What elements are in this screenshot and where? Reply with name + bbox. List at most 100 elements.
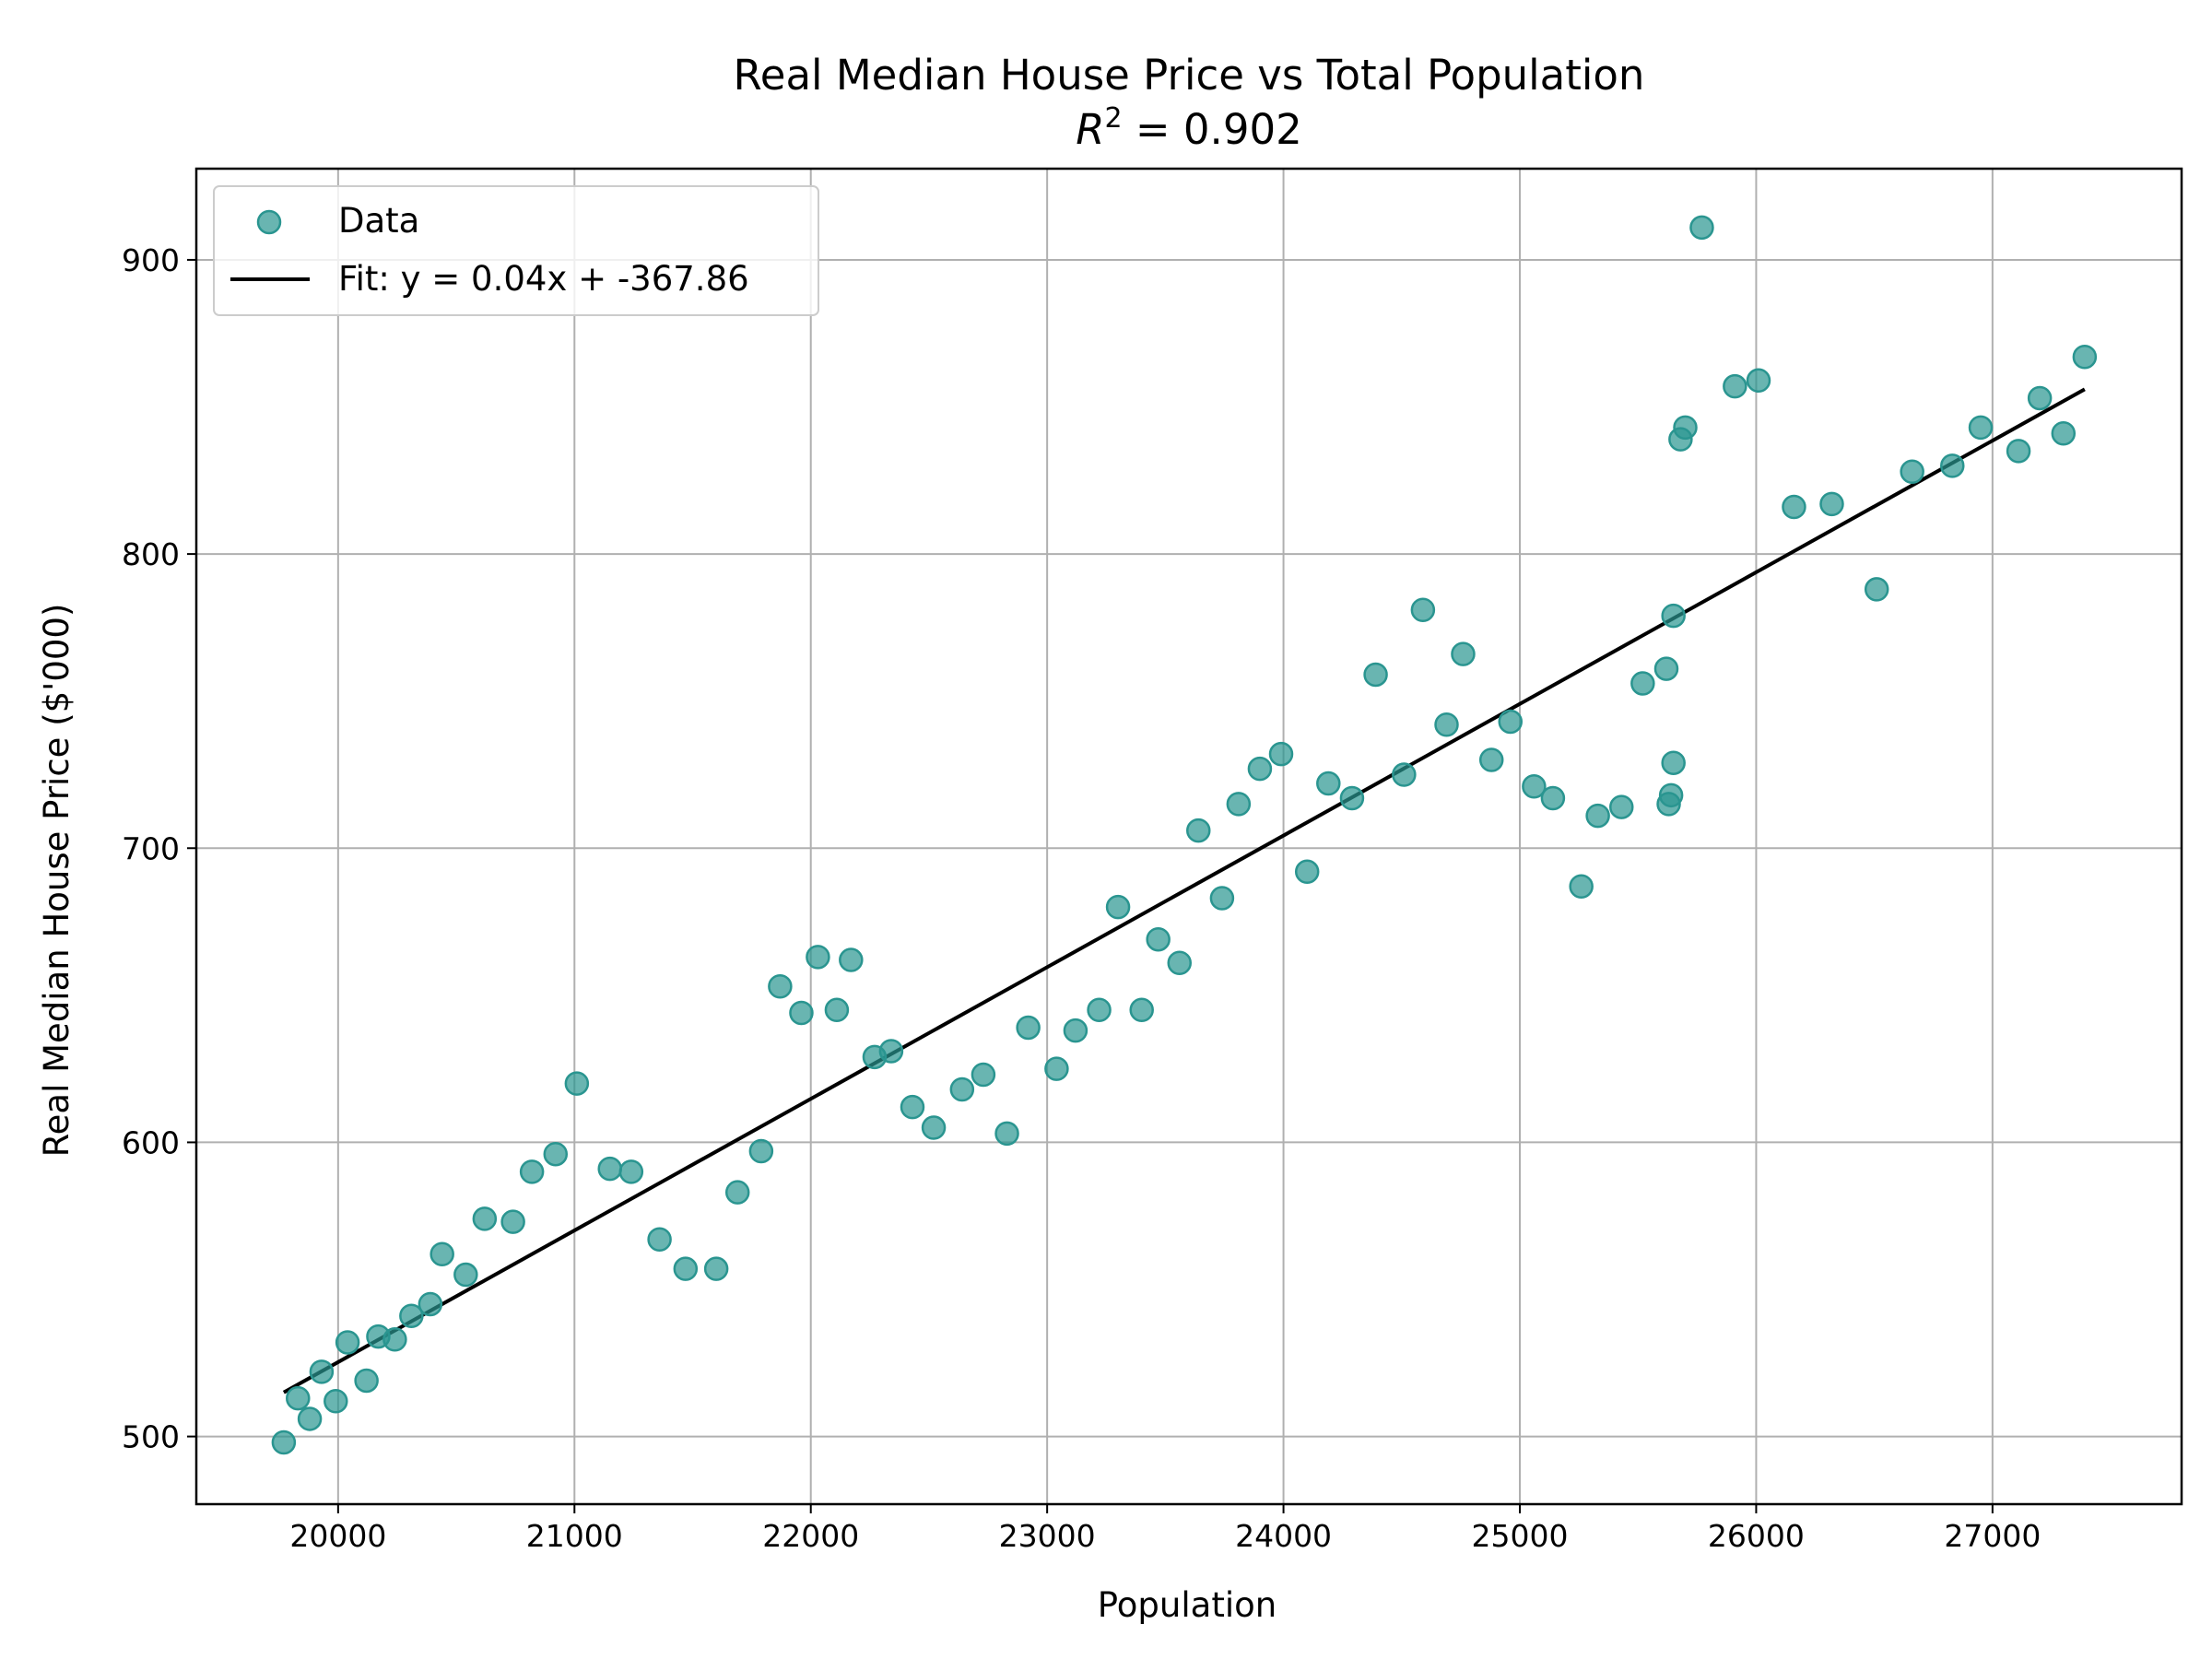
data-point: [921, 1115, 947, 1140]
data-point: [618, 1159, 644, 1184]
y-tick-label: 800: [122, 536, 180, 572]
data-point: [309, 1359, 335, 1384]
data-point: [1782, 494, 1806, 520]
data-point: [472, 1206, 498, 1231]
data-point: [399, 1303, 424, 1328]
data-point: [1339, 785, 1365, 811]
data-point: [1900, 459, 1924, 484]
data-point: [2006, 439, 2031, 464]
data-point: [768, 974, 793, 999]
data-point: [1609, 794, 1634, 819]
data-point: [2027, 385, 2053, 411]
data-point: [1940, 453, 1965, 478]
data-point: [1658, 782, 1684, 808]
x-tick-label: 27000: [1944, 1518, 2041, 1554]
x-tick-label: 26000: [1708, 1518, 1805, 1554]
data-point: [297, 1406, 323, 1431]
data-point: [429, 1241, 454, 1266]
data-point: [382, 1327, 407, 1352]
axis-ticks: 20000 21000 22000 23000 24000 25000 26000 27000…: [122, 242, 2041, 1554]
data-point: [1661, 750, 1686, 775]
data-point: [1209, 886, 1235, 911]
x-tick-label: 23000: [999, 1518, 1096, 1554]
data-point: [1044, 1056, 1069, 1081]
data-point: [789, 1000, 814, 1026]
data-point: [1226, 792, 1252, 817]
data-point: [703, 1256, 729, 1281]
data-point: [1478, 747, 1504, 772]
data-point: [900, 1094, 925, 1120]
legend-box: [213, 185, 819, 316]
data-point: [335, 1330, 360, 1355]
data-point: [1968, 415, 1994, 441]
grid: [196, 169, 2182, 1504]
chart-title: Real Median House Price vs Total Populat…: [734, 51, 1645, 100]
data-point: [324, 1389, 348, 1414]
data-point: [1673, 415, 1698, 441]
plot-frame: [194, 167, 2183, 1506]
data-point: [647, 1227, 672, 1253]
data-point: [994, 1121, 1019, 1147]
data-point: [949, 1077, 975, 1102]
data-point: [519, 1159, 545, 1184]
x-axis-label: Population: [1098, 1585, 1277, 1625]
data-point: [1451, 641, 1476, 666]
data-point: [1146, 926, 1171, 952]
data-point: [418, 1291, 443, 1317]
data-point: [2072, 345, 2098, 370]
data-point: [1363, 662, 1388, 688]
data-point: [1410, 597, 1436, 622]
data-point: [724, 1180, 750, 1205]
legend-fit-label: Fit: y = 0.04x + -367.86: [338, 259, 749, 299]
data-point: [564, 1071, 590, 1096]
data-point: [748, 1138, 774, 1164]
subtitle-value: = 0.902: [1123, 105, 1302, 154]
data-point: [1569, 874, 1594, 900]
data-point: [824, 997, 850, 1023]
legend-data-marker: [256, 209, 282, 235]
y-axis-label: Real Median House Price ($'000): [37, 604, 76, 1158]
x-tick-label: 22000: [762, 1518, 859, 1554]
data-point: [1585, 803, 1610, 829]
data-points: [271, 215, 2098, 1455]
legend-data-label: Data: [338, 201, 419, 241]
data-point: [1723, 373, 1747, 399]
data-point: [1105, 894, 1131, 920]
data-point: [1316, 771, 1341, 796]
x-tick-label: 20000: [289, 1518, 386, 1554]
data-point: [453, 1262, 478, 1288]
data-point: [806, 945, 830, 970]
y-tick-label: 700: [122, 830, 180, 866]
data-point: [839, 947, 864, 972]
data-point: [500, 1209, 525, 1234]
x-tick-label: 21000: [526, 1518, 623, 1554]
data-point: [354, 1368, 379, 1394]
subtitle-r: R: [1076, 105, 1104, 154]
data-point: [1689, 215, 1714, 241]
data-point: [1661, 603, 1686, 629]
data-point: [1819, 491, 1844, 517]
data-point: [878, 1039, 904, 1064]
data-point: [1498, 709, 1523, 735]
y-tick-label: 500: [122, 1419, 180, 1455]
fit-line-layer: [282, 387, 2086, 1394]
data-point: [1016, 1015, 1041, 1041]
chart-subtitle: R2 = 0.902: [1076, 102, 1302, 154]
data-point: [1129, 997, 1154, 1023]
data-point: [1540, 785, 1566, 811]
data-point: [1864, 577, 1889, 602]
data-point: [673, 1256, 699, 1281]
legend: Data Fit: y = 0.04x + -367.86: [213, 185, 819, 316]
x-tick-label: 25000: [1472, 1518, 1569, 1554]
data-point: [271, 1430, 297, 1455]
data-point: [971, 1062, 996, 1088]
data-point: [1247, 756, 1273, 782]
fit-line: [282, 387, 2086, 1394]
data-point: [1268, 741, 1294, 767]
y-tick-label: 900: [122, 242, 180, 278]
data-point: [1746, 368, 1771, 394]
data-point: [1392, 762, 1417, 787]
data-point: [1167, 950, 1192, 975]
data-point: [1653, 656, 1679, 681]
